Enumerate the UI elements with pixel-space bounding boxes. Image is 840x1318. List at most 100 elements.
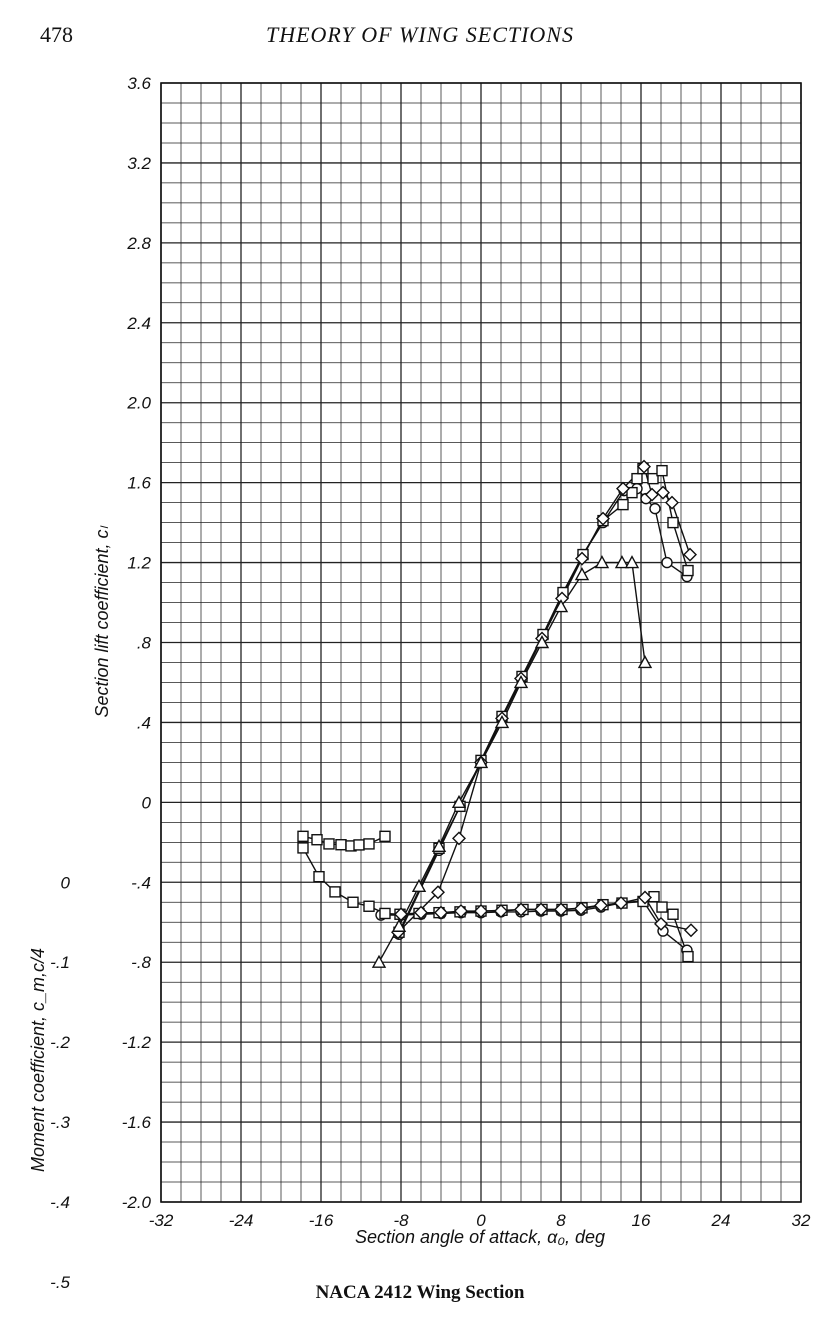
diamond-marker [683,547,697,562]
triangle-marker [637,655,653,669]
x-axis-title: Section angle of attack, α₀, deg [355,1227,605,1247]
x-tick-label: 0 [476,1211,486,1230]
diamond-marker [574,901,588,916]
diamond-marker [645,487,659,502]
diamond-marker [452,831,466,846]
chart-grid [160,82,802,1203]
y-axis-title: Section lift coefficient, cₗ [92,524,112,717]
y-tick-label: -1.6 [122,1113,152,1132]
y2-tick-label: -.1 [50,953,70,972]
diamond-marker [454,904,468,919]
y-tick-label: 3.6 [127,74,151,93]
x-tick-label: 24 [711,1211,731,1230]
triangle-marker [624,555,640,569]
square-marker [626,486,638,499]
triangle-marker [473,754,489,769]
square-marker [682,564,694,577]
x-tick-label: 32 [792,1211,811,1230]
triangle-marker [594,555,610,569]
y-tick-label: -.8 [131,953,151,972]
triangle-marker [431,838,447,853]
y2-tick-label: -.3 [50,1113,70,1132]
square-marker [656,901,668,913]
square-marker [313,870,325,883]
square-marker [682,950,694,963]
diamond-marker [596,511,610,526]
x-tick-labels: -32 -24 -16 -8 0 8 16 24 32 [149,1211,811,1230]
diamond-marker [665,495,679,510]
square-marker [363,838,375,850]
y2-tick-label: -.2 [50,1033,70,1052]
diamond-marker [654,916,668,931]
triangle-marker [513,675,529,689]
y-tick-label: 3.2 [127,154,151,173]
triangle-marker [451,794,467,809]
running-head: THEORY OF WING SECTIONS [265,22,574,47]
plot-frame [160,82,802,1203]
lift-circle-line [398,487,688,935]
triangle-marker [391,918,407,932]
triangle-marker [411,878,427,892]
y-tick-label: 2.0 [126,394,151,413]
y2-tick-label: -.5 [50,1273,70,1292]
diamond-marker [514,902,528,917]
y-tick-label: -.4 [131,873,151,892]
square-marker [297,842,309,854]
square-marker [379,830,391,843]
y-tick-label: 2.8 [126,234,151,253]
diamond-marker [575,551,589,566]
triangle-marker [553,599,569,613]
figure-caption: NACA 2412 Wing Section [315,1282,525,1303]
diamond-marker [614,896,628,911]
diamond-marker [637,459,651,474]
triangle-marker [574,567,590,581]
square-marker [353,839,365,851]
triangle-marker [371,954,387,968]
triangle-marker [494,714,510,729]
square-marker [647,472,659,485]
circle-marker [661,556,673,569]
series-markers [297,459,698,968]
square-marker [617,498,629,511]
y-tick-label: -1.2 [122,1033,152,1052]
y2-tick-label: 0 [61,873,71,892]
square-marker [667,516,679,529]
y-tick-label: 2.4 [126,314,151,333]
x-tick-label: 16 [632,1211,651,1230]
diamond-marker [656,485,670,500]
x-tick-label: 8 [556,1211,566,1230]
y-tick-label: 1.6 [127,474,151,493]
diamond-marker [394,907,408,922]
square-marker [379,907,391,920]
triangle-marker [614,555,630,569]
x-tick-label: -24 [229,1211,254,1230]
y-tick-label: 0 [142,793,152,812]
square-marker [311,834,323,846]
square-marker [329,886,341,898]
square-marker [297,830,309,843]
square-marker [347,896,359,908]
square-marker [656,464,668,477]
triangle-marker [534,635,550,649]
circle-marker [649,502,661,515]
y-tick-label: .8 [137,634,152,653]
diamond-marker [474,904,488,919]
y2-tick-label: -.4 [50,1193,70,1212]
square-marker [323,838,335,850]
x-tick-label: -32 [149,1211,174,1230]
y-tick-label: 1.2 [127,554,151,573]
square-marker [667,908,679,920]
diamond-marker [494,904,508,919]
diamond-marker [684,923,698,938]
diamond-marker [434,905,448,920]
y-tick-labels: -2.0 -1.6 -1.2 -.8 -.4 0 .4 .8 1.2 1.6 2.0 2.4 2.8 3.… [122,74,152,1212]
diamond-marker [431,885,445,900]
diamond-marker [594,898,608,913]
diamond-marker [414,905,428,920]
x-tick-label: -8 [393,1211,409,1230]
y-tick-label: -2.0 [122,1193,152,1212]
page-number: 478 [40,22,73,47]
y2-tick-labels: 0 -.1 -.2 -.3 -.4 -.5 [50,873,70,1292]
square-marker [631,472,643,485]
